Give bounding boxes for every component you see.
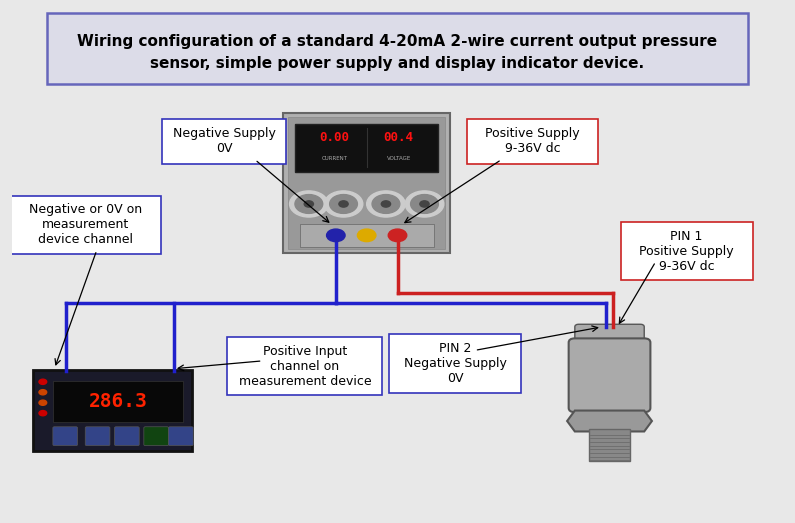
Circle shape: [324, 191, 363, 217]
FancyBboxPatch shape: [467, 119, 599, 164]
Polygon shape: [567, 411, 652, 431]
FancyBboxPatch shape: [169, 427, 193, 446]
Circle shape: [366, 191, 405, 217]
FancyBboxPatch shape: [33, 370, 192, 451]
Circle shape: [304, 201, 313, 207]
Circle shape: [39, 400, 47, 405]
FancyBboxPatch shape: [390, 335, 522, 392]
Circle shape: [289, 191, 328, 217]
FancyBboxPatch shape: [10, 196, 161, 254]
Circle shape: [410, 195, 438, 213]
Circle shape: [39, 390, 47, 395]
FancyBboxPatch shape: [162, 119, 286, 164]
FancyBboxPatch shape: [621, 222, 753, 280]
Text: sensor, simple power supply and display indicator device.: sensor, simple power supply and display …: [150, 56, 645, 71]
FancyBboxPatch shape: [575, 324, 644, 348]
FancyBboxPatch shape: [568, 338, 650, 412]
FancyBboxPatch shape: [114, 427, 139, 446]
FancyBboxPatch shape: [295, 124, 438, 172]
Circle shape: [372, 195, 400, 213]
FancyBboxPatch shape: [144, 427, 169, 446]
FancyBboxPatch shape: [85, 427, 110, 446]
Text: Negative or 0V on
measurement
device channel: Negative or 0V on measurement device cha…: [29, 203, 142, 246]
FancyBboxPatch shape: [589, 429, 630, 461]
Circle shape: [330, 195, 358, 213]
Text: Positive Input
channel on
measurement device: Positive Input channel on measurement de…: [238, 345, 371, 388]
Text: CURRENT: CURRENT: [322, 156, 347, 161]
Text: 00.4: 00.4: [383, 131, 413, 144]
Text: PIN 1
Positive Supply
9-36V dc: PIN 1 Positive Supply 9-36V dc: [639, 230, 734, 272]
Text: PIN 2
Negative Supply
0V: PIN 2 Negative Supply 0V: [404, 342, 506, 385]
Circle shape: [39, 379, 47, 384]
Circle shape: [39, 411, 47, 416]
FancyBboxPatch shape: [52, 427, 78, 446]
FancyBboxPatch shape: [52, 381, 183, 422]
FancyBboxPatch shape: [288, 117, 445, 249]
FancyBboxPatch shape: [300, 224, 434, 247]
FancyBboxPatch shape: [227, 337, 382, 395]
Text: 0.00: 0.00: [320, 131, 350, 144]
Circle shape: [295, 195, 323, 213]
Text: 286.3: 286.3: [88, 392, 147, 411]
Circle shape: [388, 229, 407, 242]
Text: Positive Supply
9-36V dc: Positive Supply 9-36V dc: [485, 127, 580, 155]
Circle shape: [358, 229, 376, 242]
FancyBboxPatch shape: [283, 113, 450, 253]
FancyBboxPatch shape: [47, 13, 748, 84]
Text: VOLTAGE: VOLTAGE: [386, 156, 411, 161]
Circle shape: [327, 229, 345, 242]
Text: Wiring configuration of a standard 4-20mA 2-wire current output pressure: Wiring configuration of a standard 4-20m…: [77, 34, 718, 49]
Circle shape: [382, 201, 390, 207]
Circle shape: [420, 201, 429, 207]
Circle shape: [405, 191, 444, 217]
Circle shape: [339, 201, 348, 207]
Text: Negative Supply
0V: Negative Supply 0V: [173, 127, 275, 155]
